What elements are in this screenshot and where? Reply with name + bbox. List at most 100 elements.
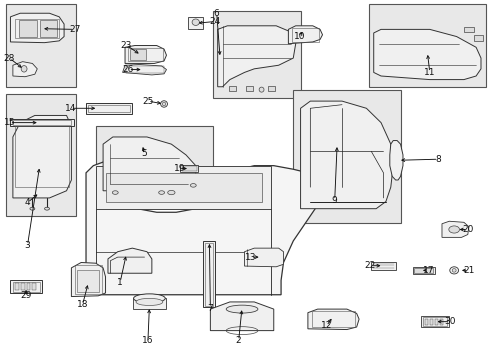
Polygon shape — [86, 162, 322, 295]
Bar — [292, 28, 318, 42]
Bar — [212, 12, 300, 98]
Text: 25: 25 — [142, 96, 153, 105]
Bar — [130, 49, 145, 60]
Ellipse shape — [449, 267, 458, 274]
Ellipse shape — [21, 66, 27, 72]
Bar — [96, 166, 271, 209]
Bar — [15, 283, 19, 291]
Bar — [188, 17, 203, 30]
Ellipse shape — [162, 102, 165, 106]
Polygon shape — [244, 248, 283, 267]
Bar — [13, 120, 71, 125]
Text: 20: 20 — [461, 225, 472, 234]
Bar — [10, 280, 42, 293]
Bar — [5, 94, 76, 216]
Ellipse shape — [133, 294, 165, 303]
Polygon shape — [300, 101, 392, 209]
Bar — [19, 21, 37, 37]
Text: 12: 12 — [320, 321, 331, 330]
Ellipse shape — [192, 19, 199, 26]
Ellipse shape — [451, 269, 455, 272]
Text: 29: 29 — [20, 291, 32, 300]
Ellipse shape — [136, 298, 163, 306]
Text: 5: 5 — [142, 149, 147, 158]
Polygon shape — [210, 302, 273, 330]
Polygon shape — [125, 45, 166, 63]
Bar — [245, 86, 252, 91]
Bar — [26, 283, 30, 291]
Text: 17: 17 — [422, 266, 434, 275]
Bar — [425, 319, 427, 325]
Polygon shape — [71, 262, 105, 297]
Polygon shape — [103, 137, 195, 191]
Text: 15: 15 — [4, 118, 15, 127]
Ellipse shape — [167, 190, 175, 195]
Text: 13: 13 — [244, 253, 256, 262]
Text: 16: 16 — [142, 336, 153, 345]
Bar — [422, 318, 447, 326]
Bar — [128, 48, 162, 61]
Bar — [181, 166, 196, 171]
Bar — [86, 103, 132, 114]
Text: 10: 10 — [293, 32, 305, 41]
Ellipse shape — [190, 184, 196, 187]
Polygon shape — [108, 248, 152, 273]
Text: 4: 4 — [25, 198, 30, 207]
Bar — [473, 36, 483, 41]
Ellipse shape — [448, 226, 459, 233]
Bar — [413, 267, 432, 273]
Bar — [13, 282, 40, 292]
Ellipse shape — [259, 87, 264, 92]
Bar — [126, 66, 163, 73]
Polygon shape — [13, 62, 37, 77]
Ellipse shape — [160, 101, 167, 107]
Bar — [311, 311, 354, 327]
Bar — [40, 21, 57, 37]
Ellipse shape — [44, 207, 49, 210]
Text: 14: 14 — [64, 104, 76, 113]
Text: 3: 3 — [24, 241, 30, 250]
Text: 18: 18 — [77, 300, 88, 309]
Bar — [5, 4, 76, 87]
Text: 21: 21 — [462, 266, 473, 275]
Bar — [434, 319, 437, 325]
Polygon shape — [441, 221, 468, 237]
Polygon shape — [288, 26, 322, 44]
Text: 19: 19 — [174, 164, 185, 173]
Bar — [88, 105, 130, 112]
Text: 8: 8 — [435, 155, 441, 164]
Bar — [205, 243, 212, 306]
Polygon shape — [10, 13, 64, 42]
Bar — [203, 241, 215, 307]
Bar — [228, 86, 235, 91]
Text: 11: 11 — [423, 68, 435, 77]
Polygon shape — [217, 26, 295, 87]
Bar — [370, 262, 395, 270]
Bar — [412, 267, 434, 274]
Polygon shape — [389, 140, 402, 180]
Polygon shape — [122, 64, 166, 75]
Bar — [105, 173, 261, 202]
Bar — [20, 283, 24, 291]
Text: 26: 26 — [122, 65, 134, 74]
Ellipse shape — [30, 207, 35, 210]
Bar — [133, 298, 165, 309]
Text: 24: 24 — [209, 17, 221, 26]
Polygon shape — [13, 116, 71, 198]
Bar — [10, 119, 74, 126]
Bar — [15, 19, 59, 39]
Text: 30: 30 — [444, 317, 455, 326]
Text: 6: 6 — [213, 9, 219, 18]
Bar — [463, 27, 473, 32]
Bar — [180, 165, 198, 172]
Text: 22: 22 — [364, 261, 375, 270]
Bar — [32, 283, 36, 291]
Bar — [77, 270, 99, 292]
Text: 7: 7 — [207, 303, 213, 312]
Bar — [429, 319, 432, 325]
Text: 1: 1 — [117, 278, 123, 287]
Bar — [293, 90, 400, 223]
Ellipse shape — [158, 191, 164, 194]
Text: 2: 2 — [235, 336, 241, 345]
Bar — [15, 126, 69, 187]
